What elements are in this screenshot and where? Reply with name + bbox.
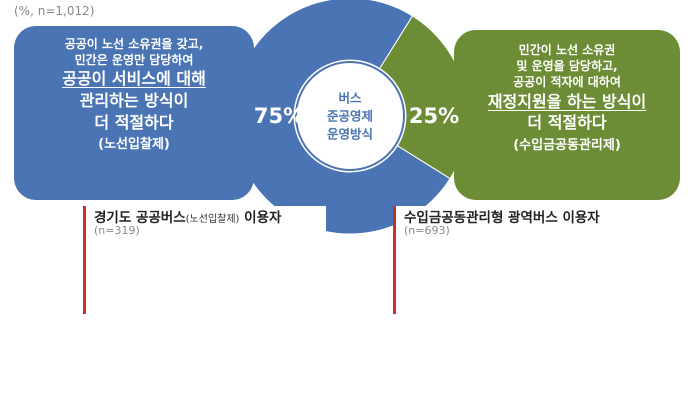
panel-title-end: 이용자: [239, 210, 282, 226]
opinion-bubble-route-bidding: 공공이 노선 소유권을 갖고, 민간은 운영만 담당하여 공공이 서비스에 대해…: [14, 26, 254, 200]
panel-title: 수입금공동관리형 광역버스 이용자: [404, 210, 600, 226]
bubble-line-emphasis: 재정지원을 하는 방식이: [487, 91, 647, 111]
bubble-line-emphasis: 더 적절하다: [527, 113, 607, 133]
bubble-line-emphasis: 더 적절하다: [94, 112, 174, 132]
bubble-line-emphasis: 공공이 서비스에 대해: [62, 69, 206, 89]
bubble-line: 공공이 노선 소유권을 갖고,: [64, 37, 204, 51]
bubble-line: 및 운영을 담당하고,: [516, 59, 618, 74]
bubble-line-emphasis: 관리하는 방식이: [79, 90, 189, 110]
panel-sample-size: (n=693): [404, 224, 450, 237]
bubble-line: 공공이 적자에 대하여: [513, 75, 621, 90]
bubble-line: 민간이 노선 소유권: [518, 43, 616, 57]
panel-title-small: (노선입찰제): [185, 214, 240, 225]
panel-sample-size: (n=319): [94, 224, 140, 237]
panel-title-main: 경기도 공공버스: [94, 210, 186, 226]
panel-revenue-sharing-bus: 수입금공동관리형 광역버스 이용자 (n=693): [393, 206, 620, 314]
opinion-bubble-revenue-sharing: 민간이 노선 소유권 및 운영을 담당하고, 공공이 적자에 대하여 재정지원을…: [454, 30, 680, 200]
donut-center-label: 버스: [338, 91, 362, 106]
donut-center-label: 준공영제: [327, 109, 373, 124]
panel-gyeonggi-public-bus: 경기도 공공버스(노선입찰제) 이용자 (n=319): [83, 206, 326, 314]
bubble-line: 민간은 운영만 담당하여: [74, 53, 194, 68]
panel-title: 경기도 공공버스(노선입찰제) 이용자: [94, 206, 281, 226]
donut-center-label: 운영방식: [327, 127, 373, 142]
bubble-method-label: (수입금공동관리제): [513, 137, 621, 153]
donut-center: [295, 61, 405, 171]
sample-note: (%, n=1,012): [14, 4, 95, 18]
bubble-method-label: (노선입찰제): [98, 137, 170, 153]
